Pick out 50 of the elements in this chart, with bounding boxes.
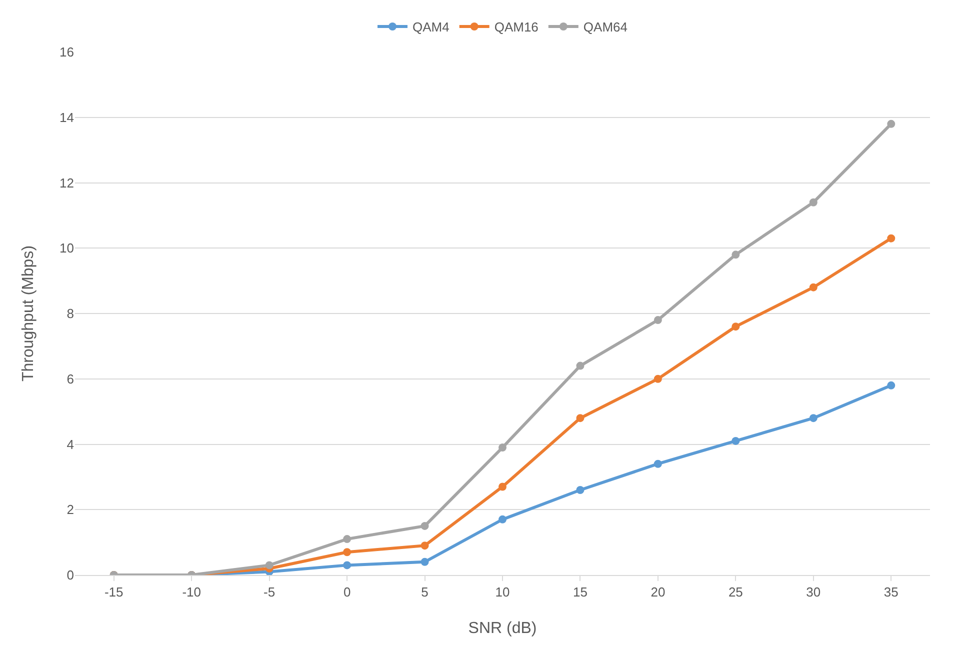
point xyxy=(343,535,352,544)
point xyxy=(732,322,740,331)
point xyxy=(420,558,429,566)
x-tick-label: 30 xyxy=(806,584,821,600)
x-tick-label: -10 xyxy=(182,584,201,600)
point xyxy=(343,561,352,570)
point xyxy=(654,316,662,324)
y-tick-label: 6 xyxy=(66,371,74,386)
x-tick-label: 25 xyxy=(728,584,743,600)
point xyxy=(576,414,584,422)
y-tick-label: 2 xyxy=(66,502,74,518)
point xyxy=(498,444,506,452)
x-tick-label: 10 xyxy=(495,584,510,600)
y-tick-label: 16 xyxy=(60,44,74,60)
legend-label: QAM16 xyxy=(494,20,538,35)
point xyxy=(498,515,506,524)
y-tick-label: 10 xyxy=(60,240,74,256)
point xyxy=(265,561,274,570)
y-tick-label: 8 xyxy=(66,306,74,322)
legend-label: QAM4 xyxy=(412,20,450,35)
x-tick-label: 35 xyxy=(884,584,898,600)
point xyxy=(343,548,352,556)
point xyxy=(654,460,662,468)
point xyxy=(732,436,740,445)
point xyxy=(809,198,818,206)
x-tick-label: 20 xyxy=(650,584,666,600)
x-tick-label: -5 xyxy=(264,584,276,600)
y-tick-label: 14 xyxy=(60,110,74,125)
point xyxy=(420,522,429,530)
point xyxy=(576,362,584,370)
point xyxy=(654,374,662,383)
point xyxy=(420,542,429,550)
y-tick-label: 0 xyxy=(66,568,74,583)
y-tick-label: 4 xyxy=(66,436,74,452)
x-tick-label: 0 xyxy=(343,584,351,600)
point xyxy=(887,120,896,128)
point xyxy=(887,381,896,390)
x-tick-label: 15 xyxy=(572,584,588,600)
x-axis-title: SNR (dB) xyxy=(468,620,537,637)
point xyxy=(809,283,818,292)
x-tick-label: 5 xyxy=(421,584,428,600)
legend-label: QAM64 xyxy=(583,20,628,35)
point xyxy=(576,486,584,494)
x-tick-label: -15 xyxy=(104,584,124,600)
y-axis-title: Throughput (Mbps) xyxy=(20,245,37,382)
point xyxy=(732,250,740,259)
point xyxy=(809,414,818,422)
point xyxy=(887,234,896,242)
point xyxy=(498,482,506,491)
y-tick-label: 12 xyxy=(60,175,74,190)
